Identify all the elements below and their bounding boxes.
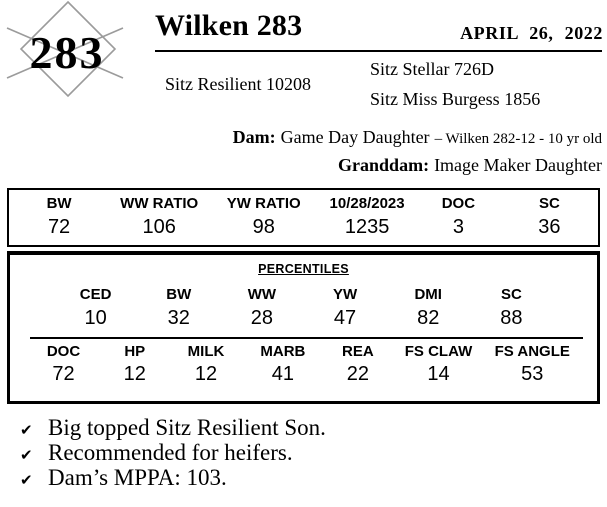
trait-value: 41 (271, 363, 294, 385)
trait-col-header: FS CLAW (404, 343, 473, 360)
sale-date: APRIL 26, 2022 (460, 23, 603, 43)
note-item: ✔ Big topped Sitz Resilient Son. (20, 416, 326, 440)
performance-col-header: 10/28/2023 (329, 195, 405, 212)
performance-table: BW WW RATIO YW RATIO 10/28/2023 DOC SC 7… (7, 188, 600, 247)
trait-header-row: DOC HP MILK MARB REA FS CLAW FS ANGLE (10, 344, 597, 360)
divider-line (30, 337, 583, 339)
pedigree-line-2: Sitz Miss Burgess 1856 (370, 89, 541, 109)
epd-col-header: SC (500, 286, 522, 303)
trait-col-header: REA (342, 343, 374, 360)
epd-col-header: YW (332, 286, 358, 303)
epd-col-header: WW (247, 286, 277, 303)
trait-col-header: DOC (46, 343, 81, 360)
trait-value: 12 (194, 363, 218, 385)
granddam-info: Granddam: Image Maker Daughter (338, 155, 602, 176)
epd-value: 32 (167, 307, 190, 329)
note-item: ✔ Dam’s MPPA: 103. (20, 466, 326, 490)
trait-col-header: MILK (187, 343, 225, 360)
epd-value: 82 (417, 307, 440, 329)
dam-detail: – Wilken 282-12 - 10 yr old (434, 131, 602, 147)
epd-value-row: 10 32 28 47 82 88 (10, 305, 597, 331)
percentiles-title: PERCENTILES (258, 262, 349, 276)
performance-value: 98 (252, 216, 275, 238)
trait-col-header: HP (124, 343, 146, 360)
trait-value: 14 (427, 363, 450, 385)
epd-value: 88 (500, 307, 523, 329)
lot-number: 283 (29, 26, 105, 78)
title-underline (155, 50, 602, 52)
dam-label: Dam: (232, 127, 276, 147)
percentiles-table: PERCENTILES CED BW WW YW DMI SC 10 32 28… (7, 251, 600, 404)
note-text: Dam’s MPPA: 103. (48, 465, 227, 490)
page-title: Wilken 283 (155, 9, 303, 42)
trait-value: 22 (346, 363, 369, 385)
trait-value: 12 (123, 363, 146, 385)
performance-value: 3 (452, 216, 464, 238)
performance-value-row: 72 106 98 1235 3 36 (9, 213, 598, 241)
check-icon: ✔ (20, 421, 33, 439)
epd-col-header: BW (166, 286, 192, 303)
granddam-value: Image Maker Daughter (434, 155, 602, 175)
performance-col-header: BW (46, 195, 72, 212)
performance-col-header: WW RATIO (120, 195, 199, 212)
performance-value: 106 (142, 216, 176, 238)
trait-value: 72 (52, 363, 75, 385)
performance-col-header: DOC (441, 195, 476, 212)
performance-col-header: YW RATIO (226, 195, 301, 212)
trait-value: 53 (521, 363, 544, 385)
notes-list: ✔ Big topped Sitz Resilient Son. ✔ Recom… (20, 416, 326, 491)
epd-value: 10 (84, 307, 107, 329)
dam-info: Dam: Game Day Daughter – Wilken 282-12 - 1… (233, 127, 602, 148)
trait-col-header: MARB (260, 343, 306, 360)
performance-header-row: BW WW RATIO YW RATIO 10/28/2023 DOC SC (9, 195, 598, 213)
performance-col-header: SC (538, 195, 560, 212)
lot-badge: 283 (6, 0, 128, 102)
granddam-label: Granddam: (338, 155, 430, 175)
crossed-diamond-icon (6, 0, 124, 98)
dam-value: Game Day Daughter (280, 127, 430, 147)
pedigree-line-1: Sitz Stellar 726D (370, 59, 494, 79)
performance-value: 36 (538, 216, 561, 238)
performance-value: 1235 (344, 216, 390, 238)
check-icon: ✔ (20, 446, 33, 464)
trait-value-row: 72 12 12 41 22 14 53 (10, 362, 597, 386)
epd-value: 28 (250, 307, 274, 329)
epd-col-header: DMI (414, 286, 442, 303)
sire-name: Sitz Resilient 10208 (165, 74, 311, 94)
trait-col-header: FS ANGLE (494, 343, 570, 360)
epd-col-header: CED (79, 286, 112, 303)
note-item: ✔ Recommended for heifers. (20, 441, 326, 465)
note-text: Big topped Sitz Resilient Son. (48, 415, 326, 440)
note-text: Recommended for heifers. (48, 440, 293, 465)
epd-header-row: CED BW WW YW DMI SC (10, 287, 597, 303)
epd-value: 47 (333, 307, 357, 329)
performance-value: 72 (47, 216, 71, 238)
check-icon: ✔ (20, 471, 33, 489)
